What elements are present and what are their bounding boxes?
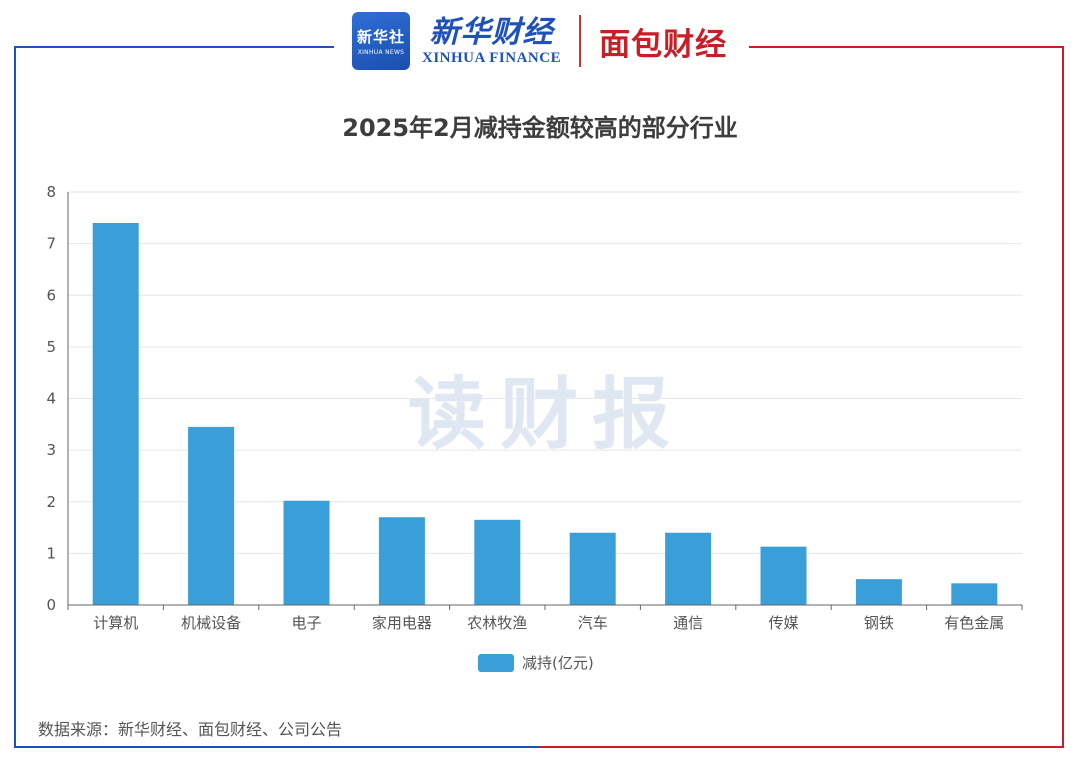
bar-6[interactable] [665,532,712,605]
x-tick-label: 计算机 [93,614,138,632]
xinhua-finance-logo: 新华财经 XINHUA FINANCE [422,14,562,67]
bar-5[interactable] [569,532,616,605]
y-tick-label: 0 [46,596,56,614]
source-note: 数据来源：新华财经、面包财经、公司公告 [38,720,343,739]
x-tick-label: 传媒 [768,614,798,632]
watermark: 读财报 [408,370,685,460]
frame-bottom-left-line [14,746,539,748]
brand-en: XINHUA FINANCE [422,49,562,66]
bar-0[interactable] [92,222,139,605]
legend-swatch [478,653,514,672]
frame-right-line [1062,46,1064,748]
y-tick-label: 3 [46,441,56,459]
brand-cn: 新华财经 [429,14,554,50]
bar-3[interactable] [378,517,425,605]
x-tick-label: 家用电器 [372,614,432,632]
badge-line2: XINHUA NEWS [357,49,405,56]
bar-4[interactable] [474,519,521,605]
bar-8[interactable] [855,579,902,605]
bar-9[interactable] [951,583,998,605]
bar-2[interactable] [283,500,330,605]
xinhua-news-logo: 新华社 XINHUA NEWS [352,12,410,70]
chart-title: 2025年2月减持金额较高的部分行业 [342,114,738,142]
x-tick-label: 汽车 [578,614,608,632]
y-tick-label: 4 [46,390,56,408]
y-tick-label: 5 [46,338,56,356]
y-tick-label: 2 [46,493,56,511]
x-tick-label: 农林牧渔 [467,614,527,632]
partner-logo: 面包财经 [599,26,728,63]
bar-7[interactable] [760,546,807,605]
logo-divider [579,15,582,67]
y-tick-label: 6 [46,286,56,304]
y-tick-label: 8 [46,183,56,201]
frame-top-right-line [749,46,1064,48]
frame-left-line [14,46,16,748]
x-tick-label: 钢铁 [864,614,894,632]
frame-top-left-line [14,46,334,48]
legend-label: 减持(亿元) [522,654,594,672]
y-tick-label: 7 [46,235,56,253]
x-tick-label: 机械设备 [181,614,241,632]
x-tick-label: 有色金属 [944,614,1004,632]
x-tick-label: 电子 [291,614,321,632]
badge-line1: 新华社 [356,28,405,46]
header-logos: 新华社 XINHUA NEWS 新华财经 XINHUA FINANCE 面包财经 [344,8,736,74]
legend[interactable]: 减持(亿元) [478,652,594,673]
frame-bottom-right-line [539,746,1064,748]
chart-frame [14,46,1064,748]
x-tick-label: 通信 [673,614,703,632]
bar-1[interactable] [188,426,235,605]
y-tick-label: 1 [46,544,56,562]
